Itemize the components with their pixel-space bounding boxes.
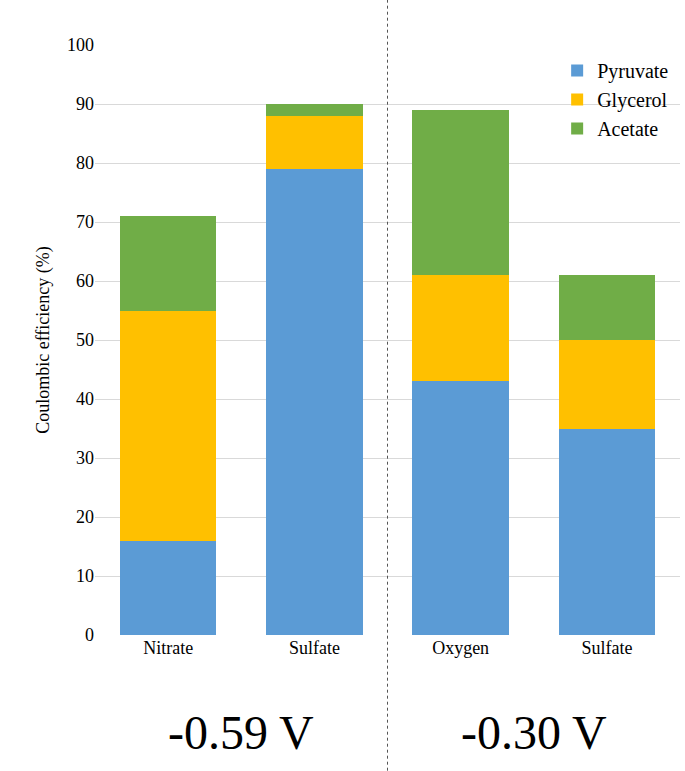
- svg-text:10: 10: [76, 566, 94, 586]
- svg-text:20: 20: [76, 507, 94, 527]
- svg-text:Pyruvate: Pyruvate: [597, 60, 668, 83]
- svg-text:Acetate: Acetate: [597, 118, 658, 140]
- svg-text:Nitrate: Nitrate: [143, 638, 193, 658]
- svg-text:Oxygen: Oxygen: [432, 638, 489, 658]
- svg-text:60: 60: [76, 271, 94, 291]
- svg-text:70: 70: [76, 212, 94, 232]
- svg-text:80: 80: [76, 153, 94, 173]
- svg-text:-0.59 V: -0.59 V: [168, 706, 314, 759]
- svg-text:Sulfate: Sulfate: [581, 638, 632, 658]
- svg-text:-0.30 V: -0.30 V: [461, 706, 607, 759]
- svg-text:50: 50: [76, 330, 94, 350]
- svg-text:0: 0: [85, 625, 94, 645]
- svg-text:Coulombic efficiency (%): Coulombic efficiency (%): [33, 246, 54, 434]
- svg-text:30: 30: [76, 448, 94, 468]
- svg-text:90: 90: [76, 94, 94, 114]
- svg-text:100: 100: [67, 35, 94, 55]
- svg-text:Sulfate: Sulfate: [289, 638, 340, 658]
- svg-text:40: 40: [76, 389, 94, 409]
- svg-text:Glycerol: Glycerol: [597, 89, 667, 112]
